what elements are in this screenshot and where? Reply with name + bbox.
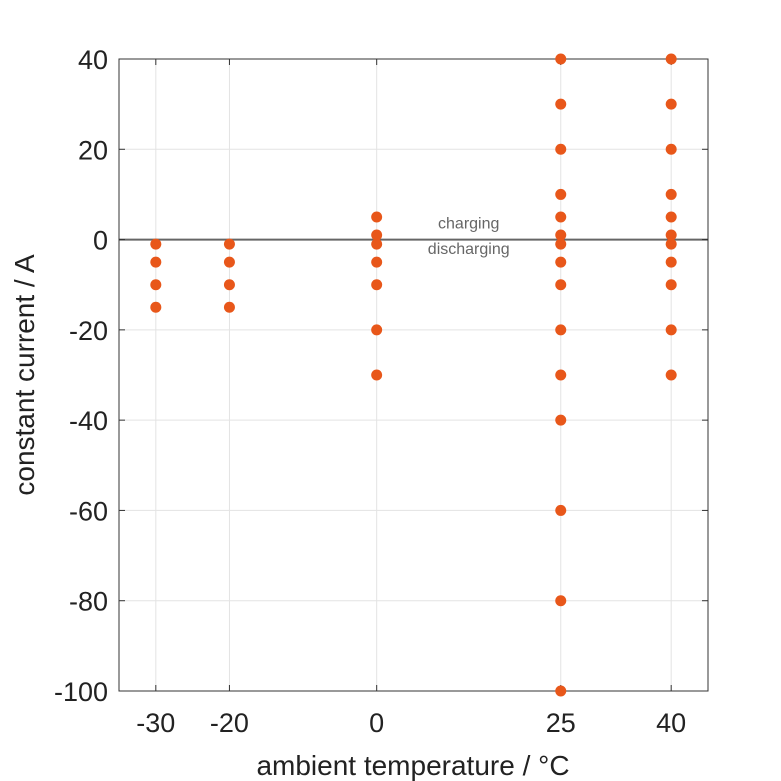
y-tick-label: -80: [69, 587, 108, 617]
data-point: [371, 279, 383, 291]
data-point: [371, 256, 383, 268]
data-point: [150, 301, 162, 313]
data-point: [665, 143, 677, 155]
x-tick-label: 40: [656, 708, 686, 738]
y-tick-label: -100: [54, 677, 108, 707]
data-point: [555, 53, 567, 65]
data-point: [665, 238, 677, 250]
data-point: [555, 369, 567, 381]
data-point: [555, 414, 567, 426]
data-point: [371, 211, 383, 223]
grid: [119, 58, 708, 692]
data-point: [371, 369, 383, 381]
data-point: [665, 98, 677, 110]
data-point: [223, 279, 235, 291]
x-axis-label: ambient temperature / °C: [256, 750, 569, 781]
data-points: [150, 53, 677, 697]
annotations: charging discharging: [428, 215, 510, 258]
y-tick-label: 20: [78, 135, 108, 165]
data-point: [150, 256, 162, 268]
data-point: [150, 279, 162, 291]
data-point: [371, 324, 383, 336]
data-point: [665, 53, 677, 65]
x-tick-label: -20: [210, 708, 249, 738]
data-point: [223, 238, 235, 250]
data-point: [555, 211, 567, 223]
plot-frame: [118, 58, 709, 692]
data-point: [665, 369, 677, 381]
data-point: [665, 188, 677, 200]
data-point: [223, 301, 235, 313]
annotation-discharging: discharging: [428, 241, 510, 258]
data-point: [555, 188, 567, 200]
y-tick-label: -40: [69, 406, 108, 436]
data-point: [150, 238, 162, 250]
data-point: [665, 324, 677, 336]
axis-ticks: -30 -20 0 25 40 40 20 0 -20 -40 -60 -80 -100: [54, 45, 708, 738]
data-point: [555, 279, 567, 291]
data-point: [555, 98, 567, 110]
data-point: [555, 238, 567, 250]
data-point: [555, 324, 567, 336]
data-point: [665, 229, 677, 241]
data-point: [371, 229, 383, 241]
data-point: [665, 211, 677, 223]
data-point: [555, 685, 567, 697]
x-tick-label: 0: [369, 708, 384, 738]
data-point: [555, 256, 567, 268]
data-point: [371, 238, 383, 250]
data-point: [555, 595, 567, 607]
data-point: [555, 143, 567, 155]
data-point: [555, 229, 567, 241]
data-point: [223, 256, 235, 268]
y-tick-label: 0: [93, 226, 108, 256]
data-point: [665, 279, 677, 291]
y-axis-label: constant current / A: [9, 254, 40, 496]
data-point: [665, 256, 677, 268]
data-point: [555, 504, 567, 516]
y-tick-label: -20: [69, 316, 108, 346]
annotation-charging: charging: [438, 215, 499, 232]
y-tick-label: 40: [78, 45, 108, 75]
x-tick-label: -30: [136, 708, 175, 738]
y-tick-label: -60: [69, 496, 108, 526]
x-tick-label: 25: [546, 708, 576, 738]
